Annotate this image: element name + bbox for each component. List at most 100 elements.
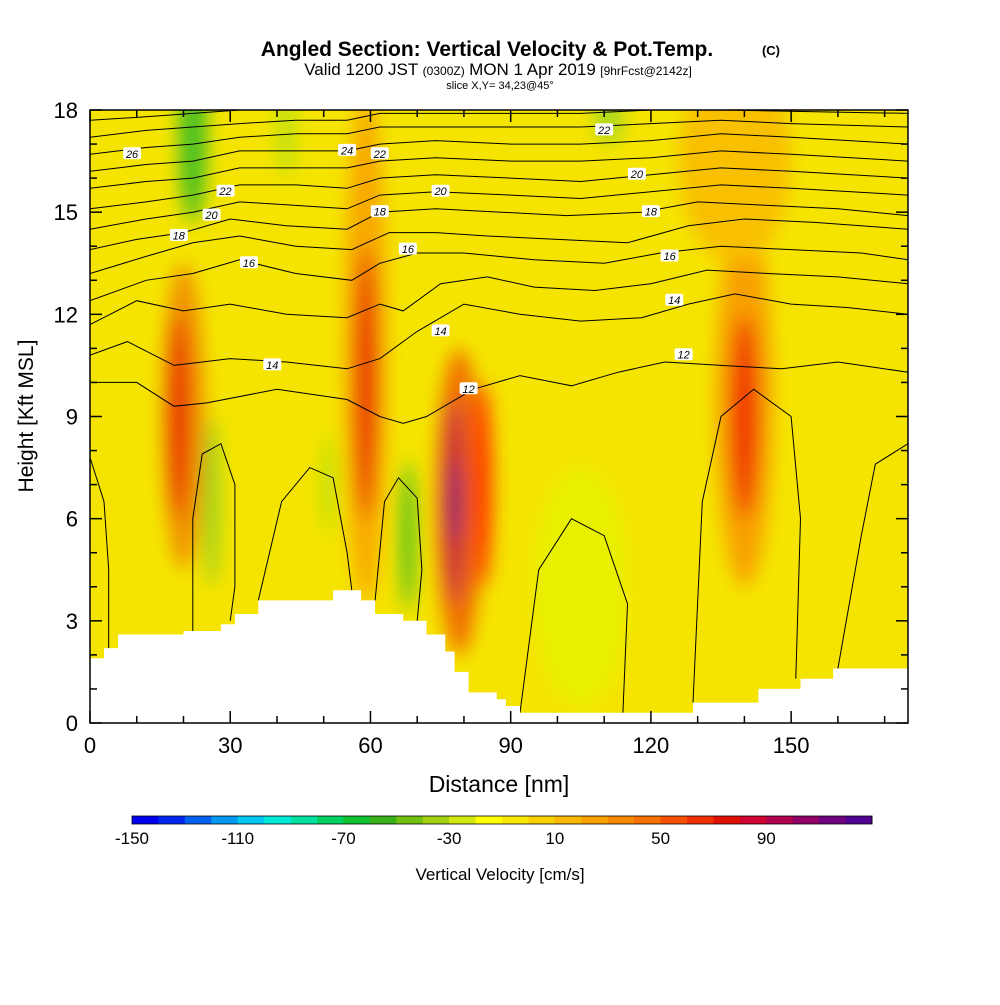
contour-label-14: 14: [263, 358, 282, 372]
contour-label-7: 20: [627, 167, 646, 181]
colorbar-tick-0: -150: [115, 829, 149, 848]
contour-label-13: 16: [660, 249, 679, 263]
colorbar-swatch-21: [687, 816, 714, 824]
colorbar-swatch-26: [819, 816, 847, 824]
vv-cell-6: [450, 460, 459, 543]
isentrope-2: [90, 269, 908, 326]
contour-label-9: 18: [370, 205, 389, 219]
contour-label-15: 14: [431, 324, 450, 338]
colorbar-swatch-10: [396, 816, 424, 824]
colorbar-swatch-14: [502, 816, 529, 824]
vv-cell-9: [730, 314, 759, 519]
slice-info: slice X,Y= 34,23@45°: [446, 80, 554, 92]
contour-label-text: 16: [243, 258, 256, 270]
contour-label-10: 18: [641, 205, 660, 219]
colorbar-tick-5: 50: [651, 829, 670, 848]
colorbar-swatch-23: [739, 816, 767, 824]
contour-label-18: 12: [674, 348, 693, 362]
contour-label-text: 14: [266, 360, 278, 372]
colorbar-tick-3: -30: [437, 829, 462, 848]
colorbar-swatch-7: [317, 816, 344, 824]
colorbar-swatch-2: [184, 816, 212, 824]
contour-label-text: 20: [433, 186, 447, 198]
contour-label-17: 12: [459, 382, 478, 396]
vv-cell-17: [678, 110, 792, 264]
y-tick-label-3: 9: [66, 405, 78, 430]
contour-label-11: 16: [239, 256, 258, 270]
contour-label-text: 20: [204, 210, 218, 222]
contour-label-text: 16: [402, 244, 415, 256]
contour-label-2: 22: [216, 184, 235, 198]
contour-label-text: 24: [340, 145, 353, 157]
colorbar-swatch-3: [211, 816, 239, 824]
chart-title-units: (C): [762, 43, 780, 58]
isentrope-3: [90, 245, 908, 302]
potential-temperature-contours: [90, 110, 908, 424]
terrain: [90, 590, 908, 723]
valid-main: Valid 1200 JST: [304, 60, 418, 79]
colorbar-swatch-16: [554, 816, 582, 824]
contour-label-text: 12: [462, 384, 474, 396]
colorbar-swatch-20: [660, 816, 688, 824]
contour-label-text: 14: [668, 295, 680, 307]
contour-label-text: 20: [630, 169, 644, 181]
contour-label-text: 22: [218, 186, 231, 198]
contour-label-1: 24: [338, 143, 357, 157]
colorbar-swatch-1: [158, 816, 186, 824]
vv-cell-10: [178, 110, 207, 223]
isentrope-4: [90, 218, 908, 274]
colorbar-swatch-25: [792, 816, 820, 824]
vv-isoline-5: [692, 388, 802, 703]
vv-isoline-6: [837, 443, 908, 669]
contour-label-8: 18: [169, 229, 188, 243]
isentrope-1: [90, 293, 908, 370]
colorbar-swatch-11: [422, 816, 450, 824]
colorbar-swatch-27: [845, 816, 873, 824]
vv-cell-16: [534, 467, 628, 706]
isentrope-6: [90, 184, 908, 230]
colorbar-tick-labels: -150 -110 -70 -30 10 50 90: [115, 829, 776, 848]
colorbar-swatch-4: [237, 816, 265, 824]
contour-label-text: 22: [373, 149, 386, 161]
contour-label-text: 18: [173, 231, 186, 243]
y-tick-label-0: 0: [66, 711, 78, 736]
contour-label-16: 14: [665, 293, 684, 307]
colorbar-swatch-5: [264, 816, 292, 824]
colorbar-swatch-24: [766, 816, 794, 824]
x-axis-label: Distance [nm]: [429, 771, 570, 797]
isentrope-0: [90, 361, 908, 424]
isentrope-11: [90, 110, 908, 138]
y-tick-label-6: 18: [54, 98, 78, 123]
valid-date: MON 1 Apr 2019: [469, 60, 596, 79]
contour-label-4: 22: [595, 123, 614, 137]
chart-title: Angled Section: Vertical Velocity & Pot.…: [261, 38, 713, 61]
colorbar-swatch-8: [343, 816, 371, 824]
contour-label-text: 18: [374, 207, 387, 219]
vv-cell-14: [276, 110, 296, 179]
isentrope-8: [90, 150, 908, 189]
contour-label-text: 12: [678, 350, 690, 362]
vv-cell-7: [473, 382, 492, 587]
y-axis-ticks: 0 3 6 9 12 15 18: [54, 98, 908, 736]
x-axis-ticks: 0 30 60 90 120 150: [84, 110, 886, 758]
y-tick-label-4: 12: [54, 302, 78, 327]
y-tick-label-1: 3: [66, 609, 78, 634]
isentrope-9: [90, 133, 908, 172]
colorbar-swatch-9: [369, 816, 397, 824]
colorbar-tick-2: -70: [331, 829, 356, 848]
x-tick-label-4: 120: [633, 733, 670, 758]
contour-label-text: 16: [663, 251, 676, 263]
colorbar-swatch-12: [449, 816, 477, 824]
colorbar-swatch-0: [132, 816, 159, 824]
y-tick-label-5: 15: [54, 200, 78, 225]
colorbar-tick-1: -110: [221, 829, 254, 848]
x-tick-label-1: 30: [218, 733, 242, 758]
vv-cell-11: [204, 416, 220, 587]
vv-isoline-1: [192, 442, 236, 631]
vv-cell-12: [400, 460, 416, 611]
x-tick-label-2: 60: [358, 733, 382, 758]
